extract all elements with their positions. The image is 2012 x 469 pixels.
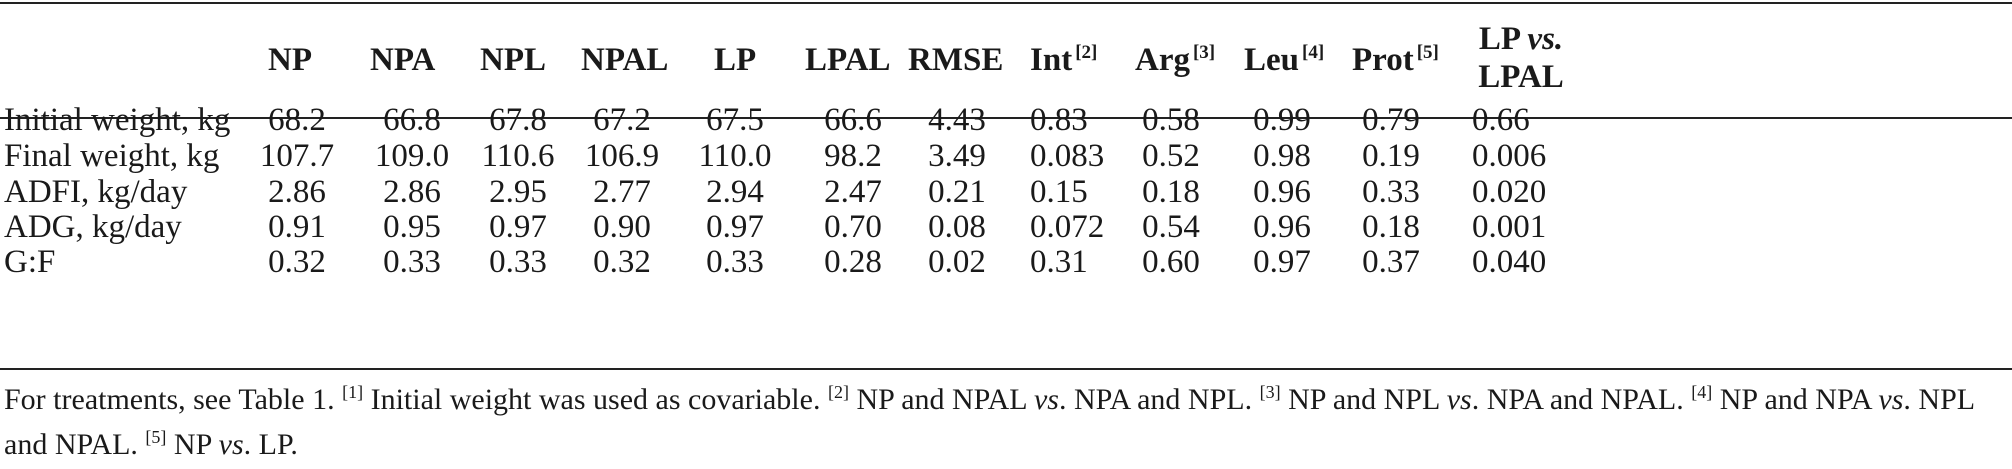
table-cell: 0.70 [824, 209, 882, 245]
header-npl: NPL [480, 42, 546, 78]
table-cell: 4.43 [928, 102, 986, 138]
row-label: Final weight, kg [4, 138, 220, 174]
vs-italic: vs. [1527, 21, 1564, 57]
table-footnote: For treatments, see Table 1. [1] Initial… [4, 382, 1974, 461]
table-cell: 110.0 [698, 138, 772, 174]
table-cell: 0.19 [1362, 138, 1420, 174]
table-cell: 110.6 [481, 138, 555, 174]
table-cell: 66.8 [383, 102, 441, 138]
table-cell: 0.58 [1142, 102, 1200, 138]
table-cell: 0.66 [1472, 102, 1530, 138]
bottom-rule [0, 368, 2012, 370]
table-cell: 0.21 [928, 174, 986, 210]
table-cell: 0.97 [1253, 244, 1311, 280]
header-arg: Arg [3] [1135, 42, 1216, 78]
header-leu: Leu [4] [1244, 42, 1325, 78]
table-cell: 2.86 [383, 174, 441, 210]
table-cell: 68.2 [268, 102, 326, 138]
row-label: ADG, kg/day [4, 209, 182, 245]
table-cell: 0.31 [1030, 244, 1088, 280]
table-cell: 67.8 [489, 102, 547, 138]
table-cell: 0.97 [706, 209, 764, 245]
table-cell: 0.96 [1253, 174, 1311, 210]
top-rule [0, 2, 2012, 4]
table-cell: 0.08 [928, 209, 986, 245]
table-cell: 0.020 [1472, 174, 1547, 210]
table-cell: 0.15 [1030, 174, 1088, 210]
table-cell: 0.79 [1362, 102, 1420, 138]
table-cell: 2.94 [706, 174, 764, 210]
header-int: Int [2] [1030, 42, 1098, 78]
table-cell: 0.32 [593, 244, 651, 280]
table-cell: 0.33 [489, 244, 547, 280]
row-label: G:F [4, 244, 56, 280]
table-cell: 0.001 [1472, 209, 1547, 245]
table-cell: 0.28 [824, 244, 882, 280]
table-cell: 2.86 [268, 174, 326, 210]
header-npal: NPAL [581, 42, 669, 78]
table-cell: 0.33 [706, 244, 764, 280]
table-cell: 0.54 [1142, 209, 1200, 245]
table-cell: 0.040 [1472, 244, 1547, 280]
table-cell: 0.02 [928, 244, 986, 280]
table-cell: 0.95 [383, 209, 441, 245]
table-cell: 98.2 [824, 138, 882, 174]
header-prot: Prot [5] [1352, 42, 1439, 78]
table-cell: 67.5 [706, 102, 764, 138]
header-np: NP [268, 42, 312, 78]
header-npa: NPA [370, 42, 436, 78]
header-lp-vs-lpal: LP vs. LPAL [1478, 21, 1564, 95]
table-cell: 0.072 [1030, 209, 1105, 245]
table-cell: 0.083 [1030, 138, 1105, 174]
table-cell: 0.96 [1253, 209, 1311, 245]
table-cell: 107.7 [259, 138, 335, 174]
header-lpal: LPAL [805, 42, 891, 78]
table-cell: 0.006 [1472, 138, 1547, 174]
table-cell: 2.95 [489, 174, 547, 210]
table-cell: 0.33 [1362, 174, 1420, 210]
table-cell: 66.6 [824, 102, 882, 138]
table-cell: 2.77 [593, 174, 651, 210]
header-rule [0, 117, 2012, 119]
table-cell: 106.9 [584, 138, 660, 174]
table-cell: 109.0 [374, 138, 450, 174]
table-cell: 3.49 [928, 138, 986, 174]
int-footnote-marker: [2] [1075, 42, 1098, 63]
table-cell: 2.47 [824, 174, 882, 210]
prot-footnote-marker: [5] [1416, 42, 1439, 63]
table-cell: 67.2 [593, 102, 651, 138]
table-cell: 0.97 [489, 209, 547, 245]
table-cell: 0.52 [1142, 138, 1200, 174]
leu-footnote-marker: [4] [1302, 42, 1325, 63]
table-cell: 0.32 [268, 244, 326, 280]
table-cell: 0.99 [1253, 102, 1311, 138]
header-lp: LP [714, 42, 757, 78]
table-cell: 0.60 [1142, 244, 1200, 280]
table-cell: 0.98 [1253, 138, 1311, 174]
table-cell: 0.18 [1142, 174, 1200, 210]
table-cell: 0.37 [1362, 244, 1420, 280]
header-rmse: RMSE [908, 42, 1004, 78]
table-cell: 0.91 [268, 209, 326, 245]
table-cell: 0.33 [383, 244, 441, 280]
row-label: Initial weight, kg [4, 102, 231, 138]
table-cell: 0.18 [1362, 209, 1420, 245]
row-label: ADFI, kg/day [4, 174, 188, 210]
table-cell: 0.83 [1030, 102, 1088, 138]
arg-footnote-marker: [3] [1192, 42, 1216, 63]
table-cell: 0.90 [593, 209, 651, 245]
